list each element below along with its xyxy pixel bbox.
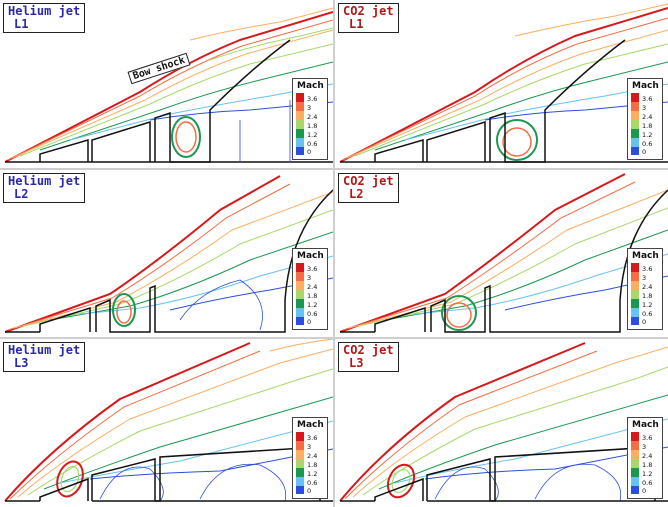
legend-tick: 0.6	[307, 310, 318, 318]
panel-helium-l1: Helium jet L1 Bow shock Mach 3.6 3 2.4 1…	[0, 0, 333, 168]
legend-tick: 1.8	[307, 292, 318, 300]
legend-tick: 1.8	[642, 122, 653, 130]
legend-tick: 1.2	[307, 131, 318, 139]
legend-tick: 0	[307, 487, 312, 495]
legend-tick: 1.2	[642, 301, 653, 309]
legend-tick: 3	[307, 274, 312, 282]
legend-tick: 0.6	[642, 140, 653, 148]
gas-label: CO2 jet	[343, 343, 394, 357]
legend-title: Mach	[632, 420, 659, 430]
legend-tick: 3	[642, 443, 647, 451]
legend-tick: 3.6	[642, 95, 653, 103]
legend-tick: 0.6	[307, 479, 318, 487]
legend-tick: 0	[642, 148, 647, 156]
legend-tick: 3.6	[307, 95, 318, 103]
legend-tick: 2.4	[307, 283, 318, 291]
legend-tick: 0.6	[307, 140, 318, 148]
legend-tick: 3.6	[642, 265, 653, 273]
legend-tick: 3	[307, 443, 312, 451]
legend-title: Mach	[632, 81, 659, 91]
legend-tick: 0	[642, 487, 647, 495]
mach-legend: Mach 3.6 3 2.4 1.8 1.2 0.6 0	[292, 78, 328, 160]
legend-colorbar	[631, 432, 639, 494]
legend-tick: 3	[642, 104, 647, 112]
case-label: L3	[14, 356, 29, 370]
legend-title: Mach	[297, 420, 324, 430]
legend-title: Mach	[297, 81, 324, 91]
panel-co2-l3: CO2 jet L3 Mach 3.6 3 2.4 1.8 1.2 0.6 0	[335, 339, 668, 507]
panel-label: Helium jet L2	[3, 173, 86, 203]
legend-tick: 0.6	[642, 479, 653, 487]
case-label: L1	[349, 17, 364, 31]
legend-tick: 3	[307, 104, 312, 112]
case-label: L2	[14, 187, 29, 201]
gas-label: Helium jet	[8, 174, 81, 188]
legend-tick: 2.4	[307, 113, 318, 121]
panel-helium-l2: Helium jet L2 Mach 3.6 3 2.4 1.8 1.2 0.6…	[0, 170, 333, 338]
legend-title: Mach	[297, 251, 324, 261]
legend-tick: 1.8	[642, 461, 653, 469]
panel-divider	[333, 0, 335, 507]
panel-divider	[0, 168, 668, 170]
legend-tick: 1.8	[307, 461, 318, 469]
panel-helium-l3: Helium jet L3 Mach 3.6 3 2.4 1.8 1.2 0.6…	[0, 339, 333, 507]
legend-title: Mach	[632, 251, 659, 261]
panel-label: Helium jet L3	[3, 342, 86, 372]
panel-label: CO2 jet L2	[338, 173, 399, 203]
legend-colorbar	[296, 93, 304, 155]
case-label: L1	[14, 17, 29, 31]
panel-label: Helium jet L1	[3, 3, 86, 33]
legend-tick: 0	[307, 148, 312, 156]
legend-tick: 1.2	[642, 470, 653, 478]
panel-divider	[0, 337, 668, 339]
legend-tick: 1.8	[307, 122, 318, 130]
legend-tick: 1.2	[307, 470, 318, 478]
legend-tick: 0.6	[642, 310, 653, 318]
mach-contour-plot	[339, 173, 668, 333]
legend-tick: 2.4	[307, 452, 318, 460]
mach-legend: Mach 3.6 3 2.4 1.8 1.2 0.6 0	[627, 248, 663, 330]
panel-co2-l2: CO2 jet L2 Mach 3.6 3 2.4 1.8 1.2 0.6 0	[335, 170, 668, 338]
legend-tick: 0	[307, 318, 312, 326]
panel-label: CO2 jet L1	[338, 3, 399, 33]
legend-colorbar	[296, 263, 304, 325]
gas-label: Helium jet	[8, 4, 81, 18]
legend-tick: 3.6	[307, 265, 318, 273]
legend-colorbar	[631, 93, 639, 155]
legend-tick: 3.6	[307, 434, 318, 442]
mach-legend: Mach 3.6 3 2.4 1.8 1.2 0.6 0	[292, 417, 328, 499]
legend-tick: 3.6	[642, 434, 653, 442]
panel-co2-l1: CO2 jet L1 Mach 3.6 3 2.4 1.8 1.2 0.6 0	[335, 0, 668, 168]
mach-legend: Mach 3.6 3 2.4 1.8 1.2 0.6 0	[292, 248, 328, 330]
gas-label: Helium jet	[8, 343, 81, 357]
gas-label: CO2 jet	[343, 174, 394, 188]
case-label: L2	[349, 187, 364, 201]
mach-legend: Mach 3.6 3 2.4 1.8 1.2 0.6 0	[627, 78, 663, 160]
legend-tick: 2.4	[642, 113, 653, 121]
legend-tick: 1.8	[642, 292, 653, 300]
legend-tick: 1.2	[307, 301, 318, 309]
gas-label: CO2 jet	[343, 4, 394, 18]
mach-contour-plot	[4, 339, 333, 502]
legend-colorbar	[296, 432, 304, 494]
legend-tick: 1.2	[642, 131, 653, 139]
case-label: L3	[349, 356, 364, 370]
legend-tick: 2.4	[642, 452, 653, 460]
legend-tick: 2.4	[642, 283, 653, 291]
mach-contour-plot	[4, 175, 333, 333]
mach-contour-plot	[339, 3, 668, 163]
legend-tick: 3	[642, 274, 647, 282]
mach-contour-plot	[4, 7, 333, 163]
legend-colorbar	[631, 263, 639, 325]
legend-tick: 0	[642, 318, 647, 326]
panel-label: CO2 jet L3	[338, 342, 399, 372]
mach-legend: Mach 3.6 3 2.4 1.8 1.2 0.6 0	[627, 417, 663, 499]
